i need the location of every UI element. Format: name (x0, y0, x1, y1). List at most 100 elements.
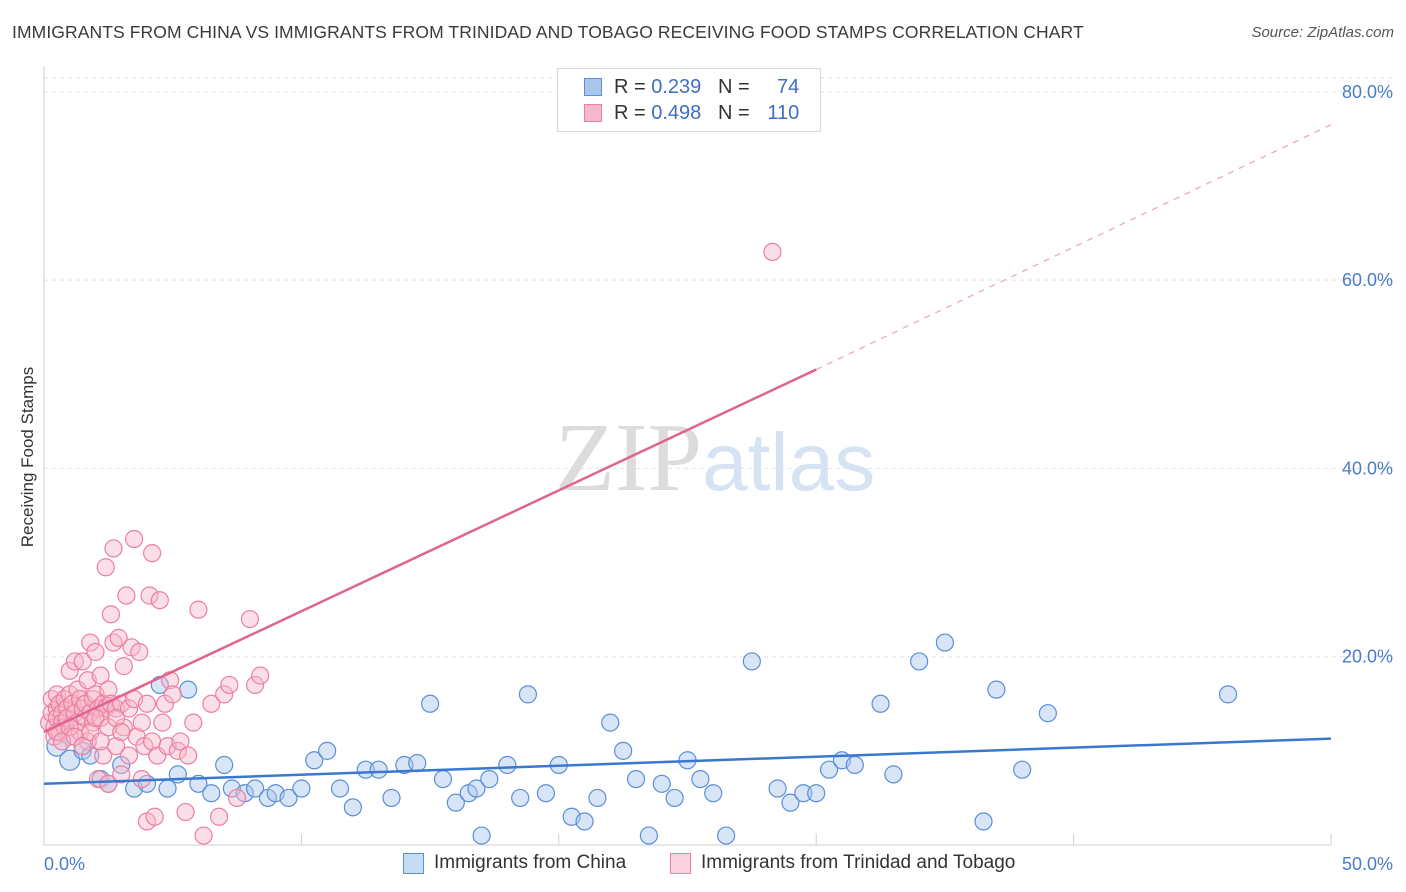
tt-trendline (43, 368, 817, 734)
tt-legend-swatch (670, 853, 691, 874)
tt-point (227, 788, 247, 808)
tt-point (194, 826, 213, 845)
tt-point (91, 732, 110, 751)
china-point (652, 774, 671, 793)
legend-r-label: R = (614, 102, 646, 124)
china-point (202, 784, 221, 803)
tt-point (143, 544, 162, 563)
tt-point (88, 769, 108, 789)
legend-n-china: 74 (776, 76, 800, 98)
china-point (330, 779, 350, 798)
tt-swatch (584, 104, 602, 122)
china-point (884, 765, 903, 784)
china-point (158, 779, 177, 798)
china-point (292, 779, 311, 798)
china-point (614, 741, 633, 760)
tt-point (106, 708, 126, 728)
china-point (179, 680, 198, 699)
legend-r-tt: 0.498 (651, 102, 702, 124)
tt-point (209, 807, 229, 826)
china-point (245, 779, 265, 798)
china-point (1218, 685, 1238, 704)
watermark-atlas: atlas (702, 417, 876, 508)
tt-trendline-extension (815, 124, 1332, 371)
correlation-legend: R = 0.239 N = 74 R = 0.498 N = 110 (557, 68, 821, 132)
china-point (910, 652, 929, 671)
tt-point (215, 685, 234, 704)
legend-n-label: N = (717, 102, 750, 124)
legend-r-china: 0.239 (651, 76, 702, 98)
china-point (467, 779, 486, 798)
source-label: Source: ZipAtlas.com (1251, 24, 1394, 41)
tt-point (119, 746, 139, 765)
china-point (639, 826, 658, 845)
china-point (974, 812, 993, 831)
chart-title: IMMIGRANTS FROM CHINA VS IMMIGRANTS FROM… (12, 22, 1084, 42)
tt-point (179, 746, 198, 765)
tt-point (251, 666, 270, 685)
tt-point (240, 609, 260, 629)
gridlines (44, 77, 1393, 658)
china-point (845, 755, 864, 775)
china-point (742, 652, 761, 671)
china-point (987, 680, 1006, 699)
china-point (279, 788, 298, 808)
tt-point (202, 694, 221, 713)
tt-point (124, 529, 144, 549)
china-point (112, 755, 131, 775)
tt-point (112, 765, 131, 784)
y-tick-label-2: 60.0% (1342, 270, 1393, 290)
china-point (318, 741, 337, 760)
tt-point (245, 675, 265, 695)
china-point (356, 760, 375, 779)
china-point (665, 788, 684, 808)
tt-point (73, 737, 92, 756)
china-point (691, 769, 710, 789)
y-tick-label-0: 20.0% (1342, 647, 1393, 667)
china-point (433, 769, 453, 789)
tt-point (117, 586, 136, 605)
tt-point (140, 586, 159, 605)
china-point (601, 713, 620, 732)
tt-point (163, 685, 182, 704)
tt-point (99, 680, 118, 699)
china-point (536, 784, 556, 803)
tt-point (83, 689, 103, 709)
x-tick-label-min: 0.0% (44, 854, 85, 874)
china-point (446, 793, 465, 812)
china-point (305, 751, 324, 770)
china-point (871, 694, 890, 713)
china-point (498, 755, 517, 775)
tt-point (114, 718, 133, 737)
china-point (704, 784, 723, 803)
x-tick-label-max: 50.0% (1342, 854, 1393, 874)
tt-point (104, 539, 123, 558)
legend-r-label: R = (614, 76, 646, 98)
tt-point (101, 605, 121, 624)
legend-n-label: N = (717, 76, 750, 98)
tt-point (91, 708, 110, 728)
tt-point (73, 652, 92, 671)
tt-point (81, 633, 100, 652)
china-point (575, 812, 594, 831)
china-point (781, 793, 800, 812)
tt-point (112, 722, 131, 742)
china-point (1013, 760, 1032, 779)
china-point (819, 760, 839, 779)
tt-point (153, 713, 172, 732)
tt-point (763, 242, 782, 261)
legend-n-tt: 110 (767, 102, 800, 124)
china-trendline (43, 737, 1332, 786)
china-point (382, 788, 401, 808)
tt-point (137, 694, 157, 713)
china-point (588, 788, 607, 808)
china-point (768, 779, 787, 798)
trendlines (43, 124, 1332, 786)
china-point (935, 633, 955, 652)
tt-point (145, 807, 164, 826)
axes (43, 66, 1332, 846)
tt-point (184, 713, 203, 732)
china-point (408, 753, 427, 773)
china-point (1038, 704, 1057, 723)
